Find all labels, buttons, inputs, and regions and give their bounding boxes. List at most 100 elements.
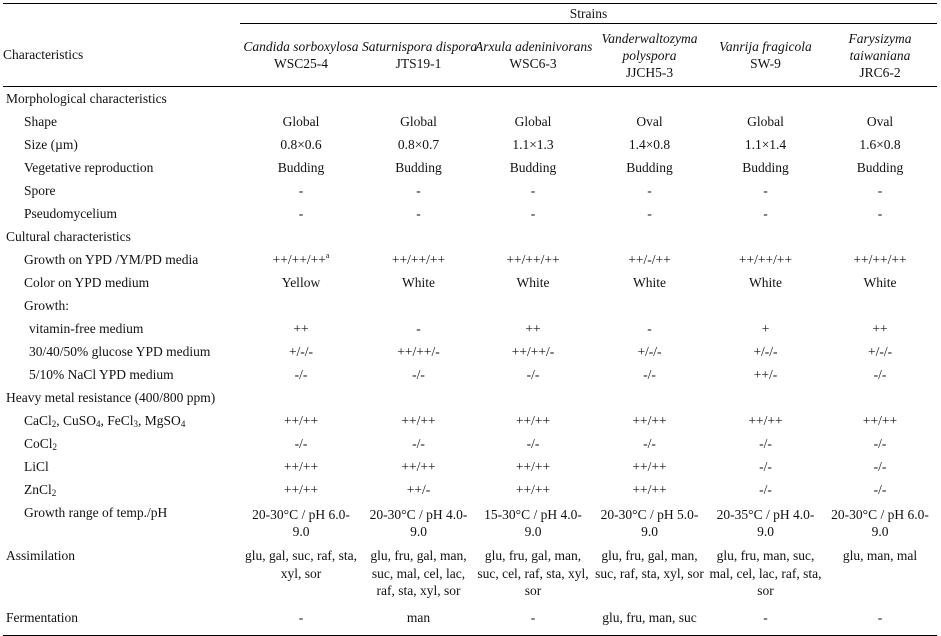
row-label: CoCl2	[24, 436, 58, 452]
row-temp-ph: Growth range of temp./pH 20-30°C / pH 6.…	[3, 501, 937, 544]
row-growth-heading: Growth:	[3, 294, 937, 317]
value-line: suc, mal, cel, lac,	[371, 565, 466, 581]
row-value: 20-30°C / pH 5.0- 9.0	[591, 501, 708, 544]
row-value: Yellow	[281, 275, 321, 290]
row-value: -/-	[294, 367, 308, 382]
row-label: 5/10% NaCl YPD medium	[29, 367, 174, 382]
row-value: -	[298, 183, 304, 198]
row-value: +/-/-	[753, 344, 778, 359]
row-value: 1.1×1.3	[512, 137, 554, 152]
row-value: -	[298, 206, 304, 221]
section-heavy-metal: Heavy metal resistance (400/800 ppm)	[3, 386, 937, 409]
strain-species: Saturnispora dispora	[362, 39, 478, 54]
row-value: 1.1×1.4	[744, 137, 787, 152]
row-value: ++/++/-	[511, 344, 555, 359]
header-row-strain-names: Characteristics Candida sorboxylosa WSC25…	[3, 23, 938, 87]
row-licl: LiCl ++/++ ++/++ ++/++ ++/++ -/- -/-	[3, 455, 937, 478]
value-line: glu, fru, gal, man,	[370, 548, 467, 563]
row-value: -/-	[873, 367, 887, 382]
value-line: suc, cel, raf, sta, xyl,	[477, 565, 589, 581]
row-pseudomycelium: Pseudomycelium - - - - - -	[3, 202, 937, 225]
row-value: -	[416, 321, 421, 336]
value-line: 20-30°C / pH 5.0-	[600, 506, 699, 522]
row-value: -/-	[526, 367, 540, 382]
value-line: 20-30°C / pH 6.0-	[252, 506, 350, 522]
strain-species: Vanderwaltozyma polyspora	[601, 30, 698, 63]
strain-code: JJCH5-3	[625, 64, 674, 80]
row-value: ++/++/++	[738, 252, 793, 267]
row-value: 20-30°C / pH 6.0- 9.0	[240, 501, 362, 544]
row-value: Budding	[626, 160, 673, 175]
row-growth-media: Growth on YPD /YM/PD media ++/++/++a ++/…	[3, 248, 937, 271]
characteristics-header: Characteristics	[3, 23, 240, 87]
row-value: glu, fru, gal, man, suc, mal, cel, lac, ra…	[362, 544, 475, 605]
value-line: 20-30°C / pH 4.0-	[369, 506, 468, 522]
row-value: ++/++	[515, 459, 551, 474]
row-value: 20-30°C / pH 6.0- 9.0	[823, 501, 937, 544]
row-salts: CaCl2, CuSO4, FeCl3, MgSO4 ++/++ ++/++ ++/…	[3, 409, 937, 432]
row-value: ++/++	[632, 413, 667, 428]
strain-header-5: Vanrija fragicola SW-9	[708, 23, 823, 87]
row-label: Spore	[24, 183, 56, 198]
value-line: sor	[524, 583, 542, 598]
row-value: -/-	[643, 436, 656, 451]
value-line: 9.0	[871, 523, 889, 539]
row-value: -	[647, 206, 652, 221]
strain-code: JRC6-2	[859, 64, 901, 80]
row-value: Budding	[509, 160, 557, 175]
section-label: Cultural characteristics	[6, 229, 131, 244]
row-value: -	[877, 183, 883, 198]
row-label: Size (µm)	[24, 137, 78, 152]
value-line: glu, fru, gal, man,	[601, 548, 698, 563]
header-row-strains: Strains	[3, 3, 938, 24]
row-label: vitamin-free medium	[29, 321, 144, 336]
value-line: xyl, sor	[280, 565, 322, 581]
row-value: 20-30°C / pH 4.0- 9.0	[362, 501, 475, 544]
row-value: ++/++	[283, 459, 319, 474]
strain-species: Candida sorboxylosa	[243, 39, 359, 54]
row-value: ++/++	[748, 413, 783, 428]
row-value: -/-	[873, 482, 887, 497]
row-assimilation: Assimilation glu, gal, suc, raf, sta, xyl…	[3, 544, 937, 605]
row-value: glu, fru, man, suc, mal, cel, lac, raf, s…	[708, 544, 823, 605]
row-value: +	[761, 321, 770, 336]
row-value: -	[763, 183, 768, 198]
row-spore: Spore - - - - - -	[3, 179, 937, 202]
row-value: White	[516, 275, 550, 290]
section-label: Heavy metal resistance (400/800 ppm)	[6, 390, 216, 405]
strain-species: Farysizyma taiwaniana	[848, 30, 912, 63]
row-value: ++/++	[401, 413, 436, 428]
row-value: 0.8×0.7	[397, 137, 440, 152]
row-label: Shape	[24, 114, 57, 129]
row-value: ++/++	[401, 459, 436, 474]
strain-header-1: Candida sorboxylosa WSC25-4	[240, 23, 362, 87]
row-label: ZnCl2	[24, 482, 57, 498]
row-size: Size (µm) 0.8×0.6 0.8×0.7 1.1×1.3 1.4×0.8 1.…	[3, 133, 937, 156]
row-value: 15-30°C / pH 4.0- 9.0	[475, 501, 591, 544]
row-value: ++/++	[515, 413, 551, 428]
row-value: Budding	[395, 160, 442, 175]
strain-code: WSC25-4	[274, 56, 328, 71]
value-line: 9.0	[641, 523, 658, 539]
strain-header-2: Saturnispora dispora JTS19-1	[362, 23, 478, 87]
row-value: -	[877, 206, 883, 221]
strain-species: Vanrija fragicola	[719, 39, 812, 54]
strain-species: Arxula adeninivorans	[475, 39, 593, 54]
value-line: glu, gal, suc, raf, sta,	[244, 548, 358, 563]
row-value: -/-	[412, 367, 425, 382]
row-value: -/-	[759, 459, 772, 474]
row-value: ++/++	[632, 459, 667, 474]
strain-characteristics-table: Strains Characteristics Candida sorboxyl…	[3, 3, 938, 636]
row-value: ++	[872, 321, 888, 336]
row-value: 0.8×0.6	[280, 137, 322, 152]
row-value: ++/++/-	[397, 344, 440, 359]
row-vegetative-reproduction: Vegetative reproduction Budding Budding Bu…	[3, 156, 937, 179]
row-label: LiCl	[24, 459, 49, 474]
row-value: glu, fru, gal, man, suc, raf, sta, xyl, s…	[591, 544, 708, 605]
strain-code: WSC6-3	[509, 56, 557, 71]
row-value: -/-	[759, 482, 772, 497]
row-value: -/-	[294, 436, 308, 451]
row-value: -/-	[412, 436, 425, 451]
value-line: suc, raf, sta, xyl, sor	[595, 565, 704, 581]
